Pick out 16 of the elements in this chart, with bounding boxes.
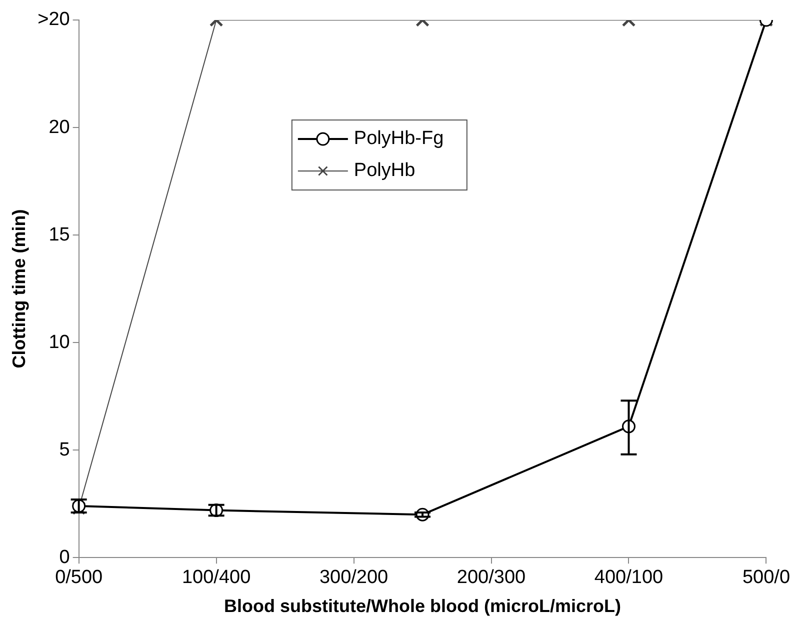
- y-axis-title: Clotting time (min): [8, 209, 29, 368]
- y-tick-label: >20: [38, 9, 70, 30]
- y-tick-label: 0: [59, 546, 70, 568]
- y-tick-label: 5: [59, 439, 70, 460]
- x-tick-label: 300/200: [319, 567, 388, 588]
- y-tick-label: 15: [48, 224, 70, 246]
- x-tick-label: 400/100: [594, 567, 664, 588]
- x-axis-title: Blood substitute/Whole blood (microL/microL): [224, 596, 622, 616]
- legend-label: PolyHb-Fg: [354, 128, 444, 150]
- x-tick-label: 200/300: [456, 567, 526, 588]
- legend-label: PolyHb: [354, 160, 416, 182]
- y-tick-label: 20: [48, 116, 70, 138]
- x-tick-label: 100/400: [182, 567, 251, 588]
- x-tick-label: 0/500: [55, 567, 103, 588]
- x-tick-label: 500/0: [742, 567, 790, 588]
- y-tick-label: 10: [48, 332, 70, 353]
